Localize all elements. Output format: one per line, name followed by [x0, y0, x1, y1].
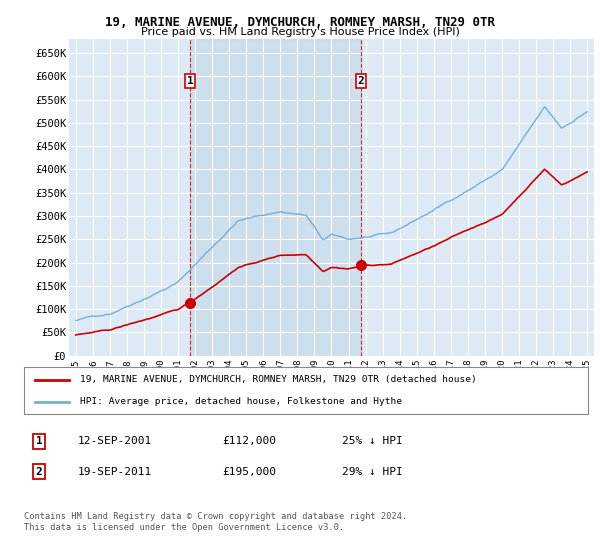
Text: HPI: Average price, detached house, Folkestone and Hythe: HPI: Average price, detached house, Folk…: [80, 397, 403, 406]
Text: 25% ↓ HPI: 25% ↓ HPI: [342, 436, 403, 446]
Text: 19, MARINE AVENUE, DYMCHURCH, ROMNEY MARSH, TN29 0TR (detached house): 19, MARINE AVENUE, DYMCHURCH, ROMNEY MAR…: [80, 375, 477, 384]
Text: 2: 2: [358, 76, 364, 86]
Text: 19-SEP-2011: 19-SEP-2011: [78, 466, 152, 477]
Text: 29% ↓ HPI: 29% ↓ HPI: [342, 466, 403, 477]
Text: Price paid vs. HM Land Registry's House Price Index (HPI): Price paid vs. HM Land Registry's House …: [140, 27, 460, 37]
Text: 2: 2: [35, 466, 43, 477]
Text: Contains HM Land Registry data © Crown copyright and database right 2024.
This d: Contains HM Land Registry data © Crown c…: [24, 512, 407, 532]
Text: £112,000: £112,000: [222, 436, 276, 446]
Bar: [190, 39, 361, 356]
Text: 12-SEP-2001: 12-SEP-2001: [78, 436, 152, 446]
Text: 1: 1: [35, 436, 43, 446]
Text: 1: 1: [187, 76, 194, 86]
Text: £195,000: £195,000: [222, 466, 276, 477]
Text: 19, MARINE AVENUE, DYMCHURCH, ROMNEY MARSH, TN29 0TR: 19, MARINE AVENUE, DYMCHURCH, ROMNEY MAR…: [105, 16, 495, 29]
